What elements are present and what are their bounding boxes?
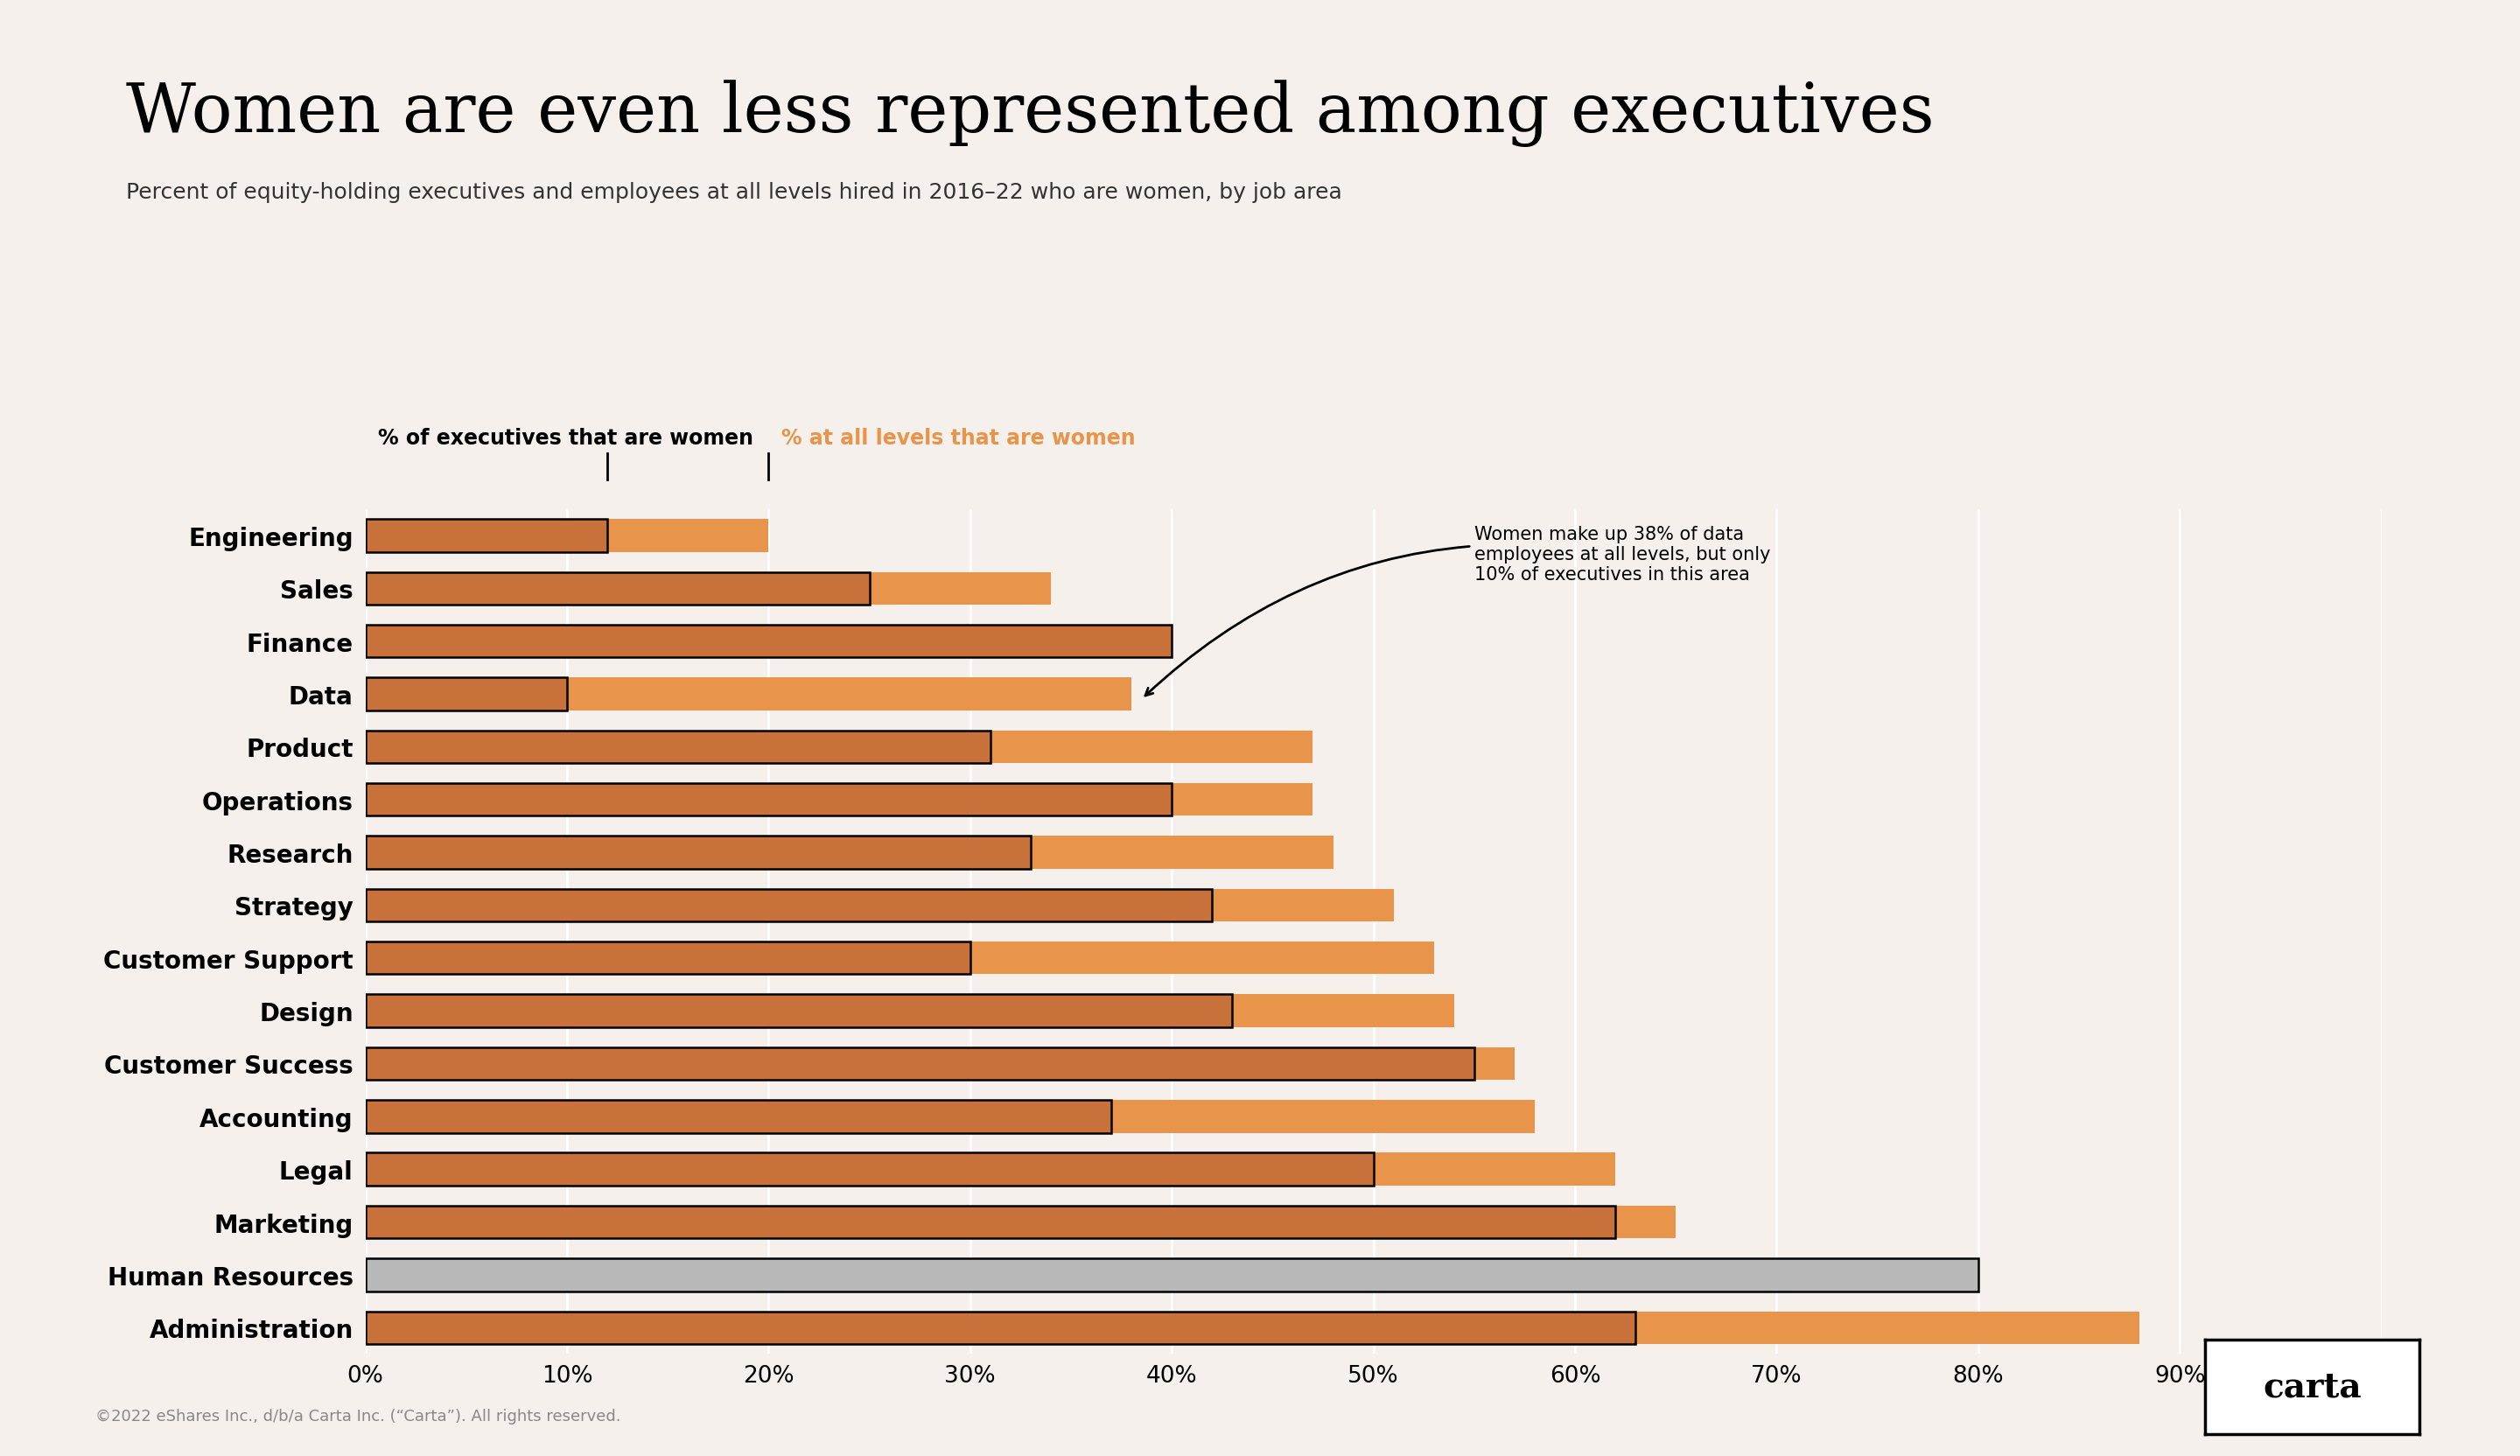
- Bar: [365, 1101, 1111, 1133]
- Bar: [365, 1312, 1635, 1344]
- Bar: [365, 1153, 1373, 1185]
- Text: Women make up 38% of data
employees at all levels, but only
10% of executives in: Women make up 38% of data employees at a…: [1144, 526, 1772, 696]
- Bar: [365, 942, 1434, 974]
- Bar: [365, 1153, 1615, 1185]
- Text: % at all levels that are women: % at all levels that are women: [781, 428, 1134, 448]
- Bar: [365, 1258, 1978, 1291]
- Text: % of executives that are women: % of executives that are women: [378, 428, 753, 448]
- Bar: [365, 1206, 1615, 1239]
- Text: ©2022 eShares Inc., d/b/a Carta Inc. (“Carta”). All rights reserved.: ©2022 eShares Inc., d/b/a Carta Inc. (“C…: [96, 1408, 622, 1424]
- Bar: [365, 836, 1333, 869]
- Bar: [365, 731, 1313, 763]
- Bar: [365, 783, 1313, 817]
- Bar: [365, 1101, 1535, 1133]
- Bar: [365, 1047, 1515, 1080]
- Bar: [365, 520, 607, 552]
- Bar: [365, 625, 1111, 658]
- Bar: [365, 890, 1212, 922]
- Bar: [365, 836, 1031, 869]
- Bar: [365, 572, 869, 606]
- Bar: [365, 572, 1051, 606]
- Text: Percent of equity-holding executives and employees at all levels hired in 2016–2: Percent of equity-holding executives and…: [126, 182, 1343, 202]
- Text: carta: carta: [2263, 1370, 2361, 1404]
- Bar: [365, 731, 990, 763]
- Bar: [365, 942, 970, 974]
- Bar: [365, 1258, 1978, 1291]
- Bar: [365, 1047, 1474, 1080]
- Bar: [365, 520, 769, 552]
- Bar: [365, 783, 1172, 817]
- Text: Women are even less represented among executives: Women are even less represented among ex…: [126, 80, 1935, 147]
- Bar: [365, 994, 1454, 1028]
- Bar: [365, 1206, 1676, 1239]
- Bar: [365, 678, 567, 711]
- Bar: [365, 678, 1131, 711]
- Bar: [365, 625, 1172, 658]
- Bar: [365, 994, 1232, 1028]
- Bar: [365, 1312, 2139, 1344]
- Bar: [365, 890, 1394, 922]
